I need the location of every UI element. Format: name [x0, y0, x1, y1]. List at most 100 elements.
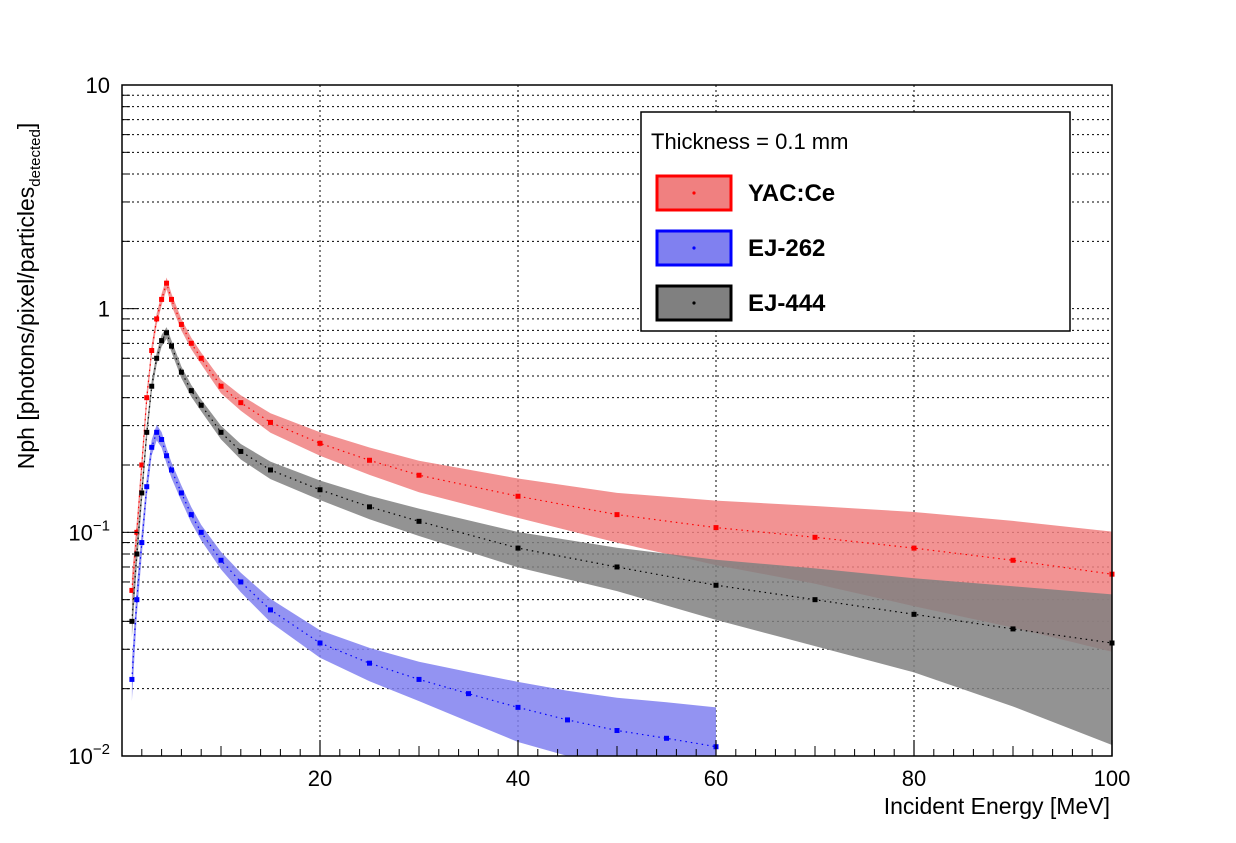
data-point	[713, 582, 719, 588]
data-point	[218, 429, 224, 435]
x-tick-label: 20	[308, 766, 332, 791]
error-band	[131, 327, 1112, 745]
y-tick-label-base: 10	[86, 73, 110, 98]
error-band	[131, 277, 1112, 652]
data-point	[268, 467, 273, 473]
y-tick-label: 1	[98, 297, 110, 322]
data-point	[565, 717, 570, 723]
x-axis-title: Incident Energy [MeV]	[884, 793, 1110, 819]
y-tick-label-base: 10	[68, 520, 92, 545]
data-point	[178, 321, 184, 327]
data-point	[515, 493, 521, 499]
data-point	[129, 587, 135, 593]
data-point	[159, 296, 165, 302]
data-point	[218, 383, 224, 389]
legend-entry: EJ-262	[655, 229, 825, 267]
data-point	[268, 607, 273, 613]
data-point	[164, 280, 170, 286]
data-point	[238, 400, 244, 406]
data-point	[713, 525, 719, 531]
y-axis-title-subscript: detected	[27, 129, 44, 187]
data-point	[129, 618, 135, 624]
data-point	[268, 419, 273, 425]
series-ej-444	[129, 327, 1115, 745]
x-tick-label: 40	[506, 766, 530, 791]
series-ej-262	[129, 424, 719, 756]
data-point	[367, 457, 372, 463]
data-point	[367, 504, 372, 510]
data-point	[144, 429, 150, 435]
y-axis-title: Nph [photons/pixel/particlesdetected]	[13, 123, 44, 470]
data-point	[367, 660, 372, 666]
x-tick-label: 80	[902, 766, 926, 791]
error-band	[131, 424, 716, 756]
data-point	[144, 395, 150, 401]
data-point	[149, 444, 155, 450]
legend: Thickness = 0.1 mm YAC:Ce EJ-262 EJ-444	[640, 111, 1071, 332]
data-point	[178, 490, 184, 496]
data-point	[169, 343, 174, 349]
data-point	[134, 551, 140, 557]
data-point	[159, 338, 165, 344]
legend-marker	[692, 191, 696, 195]
data-point	[144, 484, 150, 490]
data-point	[238, 579, 244, 585]
data-point	[154, 316, 160, 322]
legend-entry: YAC:Ce	[655, 174, 835, 212]
data-point	[154, 355, 160, 361]
data-point	[169, 467, 174, 473]
data-point	[614, 512, 620, 518]
y-tick-label: 10−1	[68, 517, 110, 545]
data-point	[515, 545, 521, 551]
data-point	[198, 355, 204, 361]
data-point	[188, 512, 194, 518]
data-point	[139, 462, 145, 468]
x-tick-label: 60	[704, 766, 728, 791]
legend-swatch	[655, 229, 733, 267]
y-tick-label-exponent: −1	[93, 517, 110, 534]
legend-entry: EJ-444	[655, 284, 826, 322]
tick-layer	[122, 94, 1113, 756]
data-point	[139, 540, 145, 546]
data-point	[218, 557, 224, 563]
data-point	[1010, 626, 1016, 632]
legend-label: EJ-444	[748, 290, 826, 317]
legend-label: EJ-262	[748, 235, 825, 262]
data-point	[198, 402, 204, 408]
data-point	[139, 490, 145, 496]
y-tick-label-exponent: −2	[93, 741, 110, 758]
y-axis-title-main: Nph [photons/pixel/particles	[13, 187, 39, 470]
data-point	[134, 597, 140, 603]
legend-label: YAC:Ce	[748, 180, 835, 207]
legend-swatch	[655, 284, 733, 322]
data-point	[1010, 557, 1016, 563]
data-point	[812, 534, 818, 540]
legend-marker	[692, 301, 696, 305]
data-point	[466, 691, 471, 697]
data-point	[198, 529, 204, 535]
data-point	[416, 676, 422, 682]
data-point	[317, 487, 323, 493]
y-axis-title-close: ]	[13, 123, 39, 129]
data-point	[911, 611, 917, 617]
data-point	[812, 597, 818, 603]
y-tick-label: 10−2	[68, 741, 110, 769]
data-point	[238, 448, 244, 454]
y-tick-label-base: 1	[98, 297, 110, 322]
data-point	[164, 453, 170, 459]
data-point	[416, 518, 422, 524]
data-point	[149, 348, 155, 354]
data-point	[416, 472, 422, 478]
data-point	[129, 676, 135, 682]
data-point	[154, 429, 160, 435]
data-point	[178, 369, 184, 375]
data-point	[317, 640, 323, 646]
data-point	[911, 545, 917, 551]
y-tick-label: 10	[86, 73, 110, 98]
legend-header: Thickness = 0.1 mm	[651, 129, 848, 154]
data-point	[664, 735, 669, 741]
series-layer	[129, 277, 1115, 756]
data-point	[614, 564, 620, 570]
data-point	[188, 388, 194, 394]
